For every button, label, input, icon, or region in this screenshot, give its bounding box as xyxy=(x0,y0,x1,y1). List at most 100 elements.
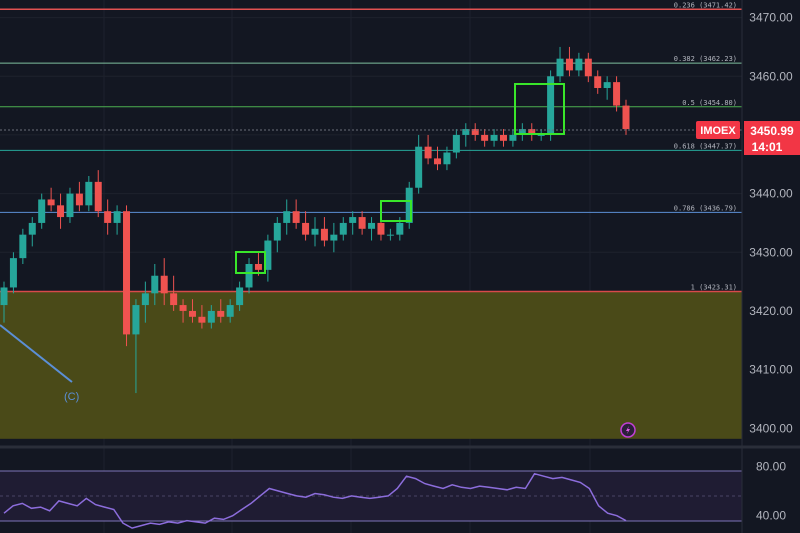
candle-body-53 xyxy=(499,134,507,141)
fib-label-2: 0.5 (3454.80) xyxy=(682,99,737,107)
candle-body-19 xyxy=(179,305,187,311)
candle-body-10 xyxy=(94,181,102,212)
candle-body-61 xyxy=(575,58,583,71)
fib-label-0: 0.236 (3471.42) xyxy=(674,1,737,9)
candle-body-32 xyxy=(302,222,310,235)
highlight-box-2 xyxy=(380,200,412,222)
candle-body-18 xyxy=(170,293,178,306)
candle-body-7 xyxy=(66,193,74,218)
candle-body-42 xyxy=(396,222,404,235)
candle-body-41 xyxy=(386,234,394,236)
candle-body-27 xyxy=(254,264,262,270)
fib-label-1: 0.382 (3462.23) xyxy=(674,55,737,63)
candle-body-64 xyxy=(603,82,611,88)
annotations: (C) xyxy=(0,83,565,403)
candle-body-30 xyxy=(283,211,291,223)
candle-body-49 xyxy=(462,129,470,135)
fib-levels: 0.236 (3471.42) 0.382 (3462.23) 0.5 (3454.… xyxy=(0,1,742,293)
candle-body-9 xyxy=(85,181,93,206)
fib-label-3: 0.618 (3447.37) xyxy=(674,142,737,150)
wave-c-line xyxy=(0,324,73,383)
candle-body-46 xyxy=(434,158,442,165)
symbol-badge-bg xyxy=(696,121,740,139)
support-zone xyxy=(0,291,742,439)
last-price-label: 3450.99 xyxy=(750,124,794,138)
price-tick-5: 3420.00 xyxy=(749,304,793,318)
candle-body-3 xyxy=(28,222,36,235)
candle-body-44 xyxy=(415,146,423,188)
symbol-label: IMOEX xyxy=(700,125,736,137)
candle-body-11 xyxy=(104,211,112,223)
current-price-badge: IMOEX 3450.99 14:01 xyxy=(696,121,800,155)
candle-body-52 xyxy=(490,134,498,141)
candle-body-63 xyxy=(594,76,602,88)
price-tick-6: 3410.00 xyxy=(749,363,793,377)
candle-body-4 xyxy=(38,199,46,223)
candle-body-26 xyxy=(245,264,253,288)
candle-body-35 xyxy=(330,234,338,241)
candle-body-17 xyxy=(160,275,168,294)
candle-body-28 xyxy=(264,240,272,270)
candle-body-38 xyxy=(358,217,366,229)
candle-body-62 xyxy=(584,58,592,77)
candle-body-6 xyxy=(57,205,65,218)
candle-body-24 xyxy=(226,305,234,317)
candle-body-47 xyxy=(443,152,451,165)
candle-body-29 xyxy=(273,222,281,241)
candle-body-65 xyxy=(613,82,621,106)
candle-body-48 xyxy=(452,134,460,153)
fib-label-5: 1 (3423.31) xyxy=(691,284,737,292)
indicator-tick-1: 40.00 xyxy=(756,509,786,523)
candle-body-59 xyxy=(556,58,564,77)
candle-body-33 xyxy=(311,228,319,235)
candle-body-36 xyxy=(339,222,347,235)
candle-body-14 xyxy=(132,305,140,335)
candle-body-23 xyxy=(217,310,225,317)
candle-body-15 xyxy=(141,293,149,306)
indicator-line xyxy=(3,472,627,529)
price-badge-bg xyxy=(744,121,800,155)
candle-body-57 xyxy=(537,134,545,136)
candle-body-8 xyxy=(75,193,83,206)
price-tick-0: 3470.00 xyxy=(749,11,793,25)
candle-body-2 xyxy=(19,234,27,259)
candle-body-22 xyxy=(207,310,215,323)
highlight-box-1 xyxy=(235,251,266,274)
countdown-label: 14:01 xyxy=(752,140,783,154)
candle-body-39 xyxy=(368,222,376,229)
candle-body-5 xyxy=(47,199,55,206)
candle-body-37 xyxy=(349,217,357,223)
candle-body-54 xyxy=(509,134,517,141)
candle-body-60 xyxy=(565,58,573,71)
candle-body-50 xyxy=(471,129,479,135)
candle-body-56 xyxy=(528,129,536,135)
fib-label-4: 0.786 (3436.79) xyxy=(674,204,737,212)
candle-body-45 xyxy=(424,146,432,159)
candle-body-20 xyxy=(188,310,196,317)
candle-body-34 xyxy=(320,228,328,241)
candle-body-31 xyxy=(292,211,300,223)
bolt-icon[interactable] xyxy=(620,422,636,438)
price-tick-1: 3460.00 xyxy=(749,69,793,83)
candle-body-40 xyxy=(377,222,385,235)
wave-c-label: (C) xyxy=(64,391,79,403)
candle-body-1 xyxy=(9,258,17,288)
candle-body-51 xyxy=(481,134,489,141)
bolt-icon-glyph xyxy=(626,426,630,434)
candle-body-58 xyxy=(547,76,555,135)
price-tick-3: 3440.00 xyxy=(749,187,793,201)
candle-body-25 xyxy=(236,287,244,306)
price-tick-4: 3430.00 xyxy=(749,245,793,259)
candle-body-55 xyxy=(518,129,526,135)
candle-body-13 xyxy=(123,211,131,335)
highlight-box-3 xyxy=(514,83,565,135)
candle-body-0 xyxy=(0,287,8,306)
candle-body-21 xyxy=(198,316,206,323)
price-tick-7: 3400.00 xyxy=(749,421,793,435)
indicator-tick-0: 80.00 xyxy=(756,459,786,473)
candle-body-43 xyxy=(405,187,413,223)
candle-body-66 xyxy=(622,105,630,130)
